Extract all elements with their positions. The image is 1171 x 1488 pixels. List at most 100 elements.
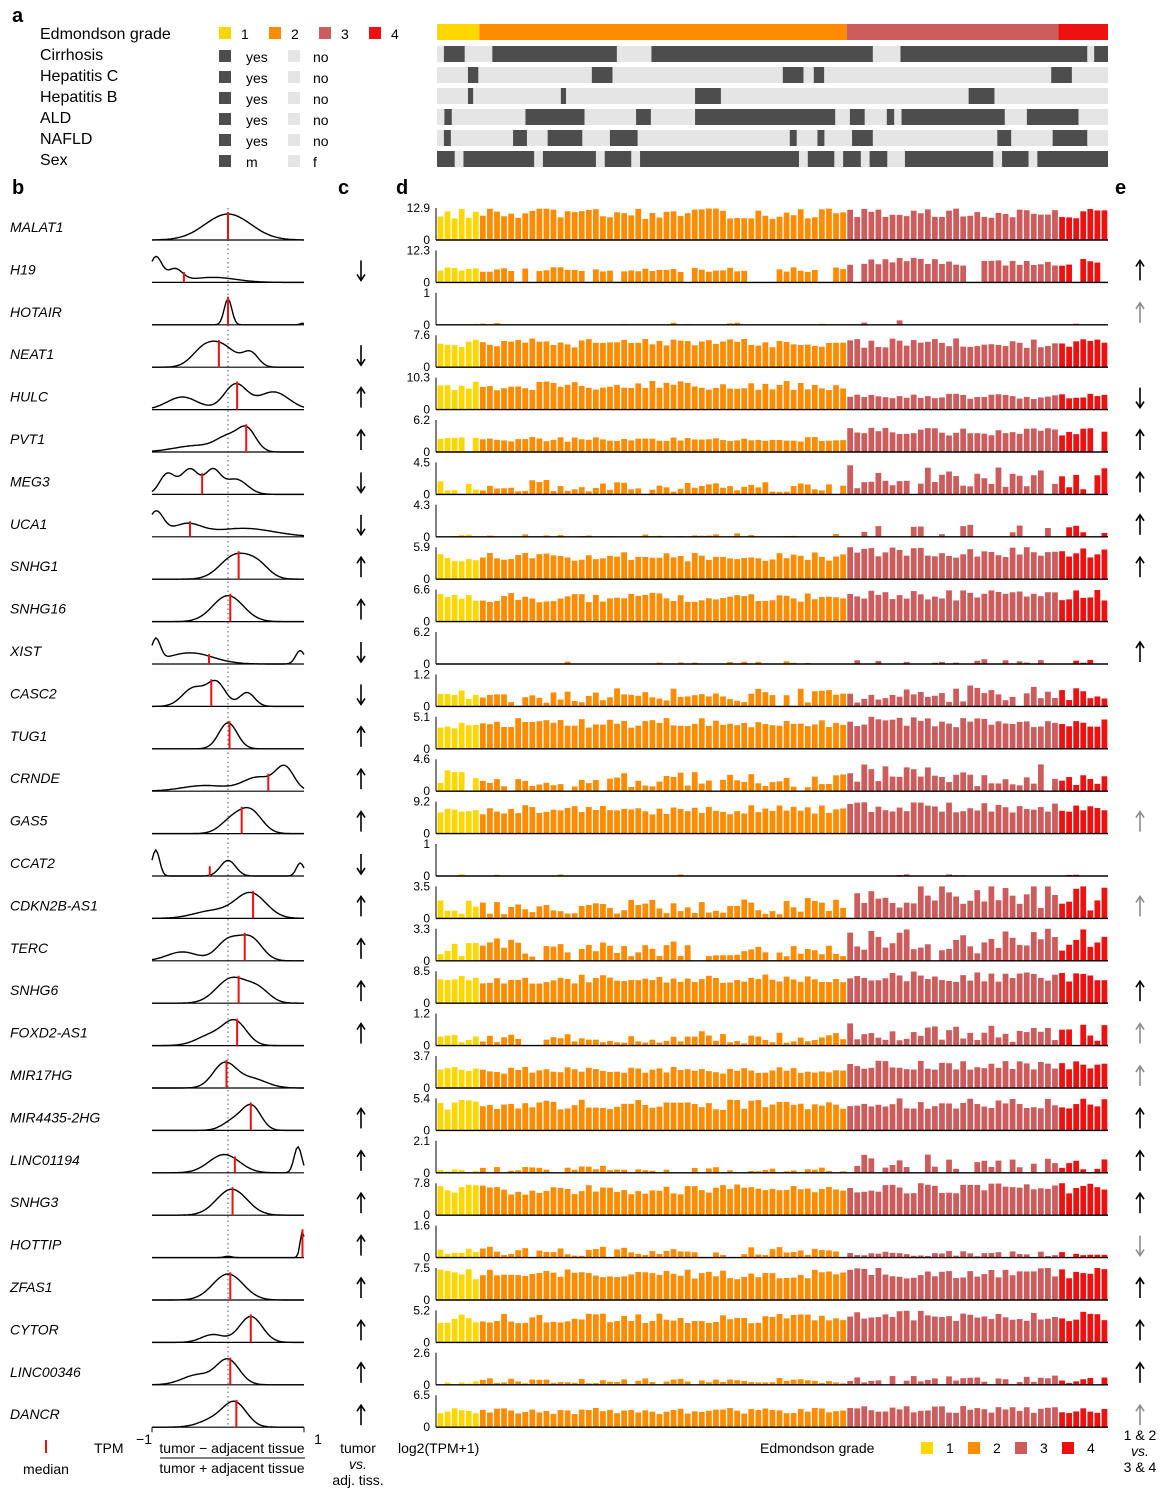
expression-bar <box>783 212 790 240</box>
expression-bar <box>557 1382 564 1385</box>
expression-bar <box>903 902 910 919</box>
grade-key-label: 1 <box>241 26 249 42</box>
expression-bar <box>1094 807 1101 834</box>
expression-bar <box>953 774 959 792</box>
expression-bar <box>536 906 543 919</box>
expression-bar <box>656 956 663 961</box>
expression-bar <box>663 1102 670 1131</box>
expression-bar <box>437 270 444 283</box>
expression-bar <box>1094 1040 1101 1046</box>
expression-bar <box>677 1070 684 1088</box>
expression-bar <box>882 397 889 410</box>
expression-bar <box>1045 1188 1051 1216</box>
expression-bar <box>1059 551 1065 580</box>
expression-bar <box>649 1170 656 1173</box>
expression-bar <box>592 1069 599 1088</box>
expression-bar <box>649 592 656 622</box>
expression-bar <box>600 271 606 283</box>
expression-bar <box>1030 265 1037 283</box>
expression-bar <box>1087 1313 1094 1343</box>
expression-bar <box>550 809 557 834</box>
expression-bar <box>557 784 564 792</box>
expression-bar <box>635 952 642 961</box>
expression-bar <box>854 1066 861 1088</box>
expression-bar <box>621 213 628 240</box>
expression-bar <box>1087 726 1094 749</box>
annotation-yes-segment <box>547 130 583 146</box>
expression-bar <box>783 1189 790 1216</box>
expression-bar <box>790 1068 797 1088</box>
expression-bar <box>578 974 585 1004</box>
expression-bar <box>932 1026 938 1046</box>
density-curve-mir4435-2hg <box>152 1103 304 1132</box>
expression-bar <box>585 1067 592 1088</box>
expression-bar <box>953 688 959 707</box>
expression-bar <box>543 1379 550 1385</box>
expression-bar <box>953 264 959 283</box>
expression-bar <box>868 1274 875 1300</box>
expression-bar <box>1002 723 1009 749</box>
e-label-line3: 3 & 4 <box>1124 1459 1157 1475</box>
expression-bar <box>833 1070 839 1088</box>
expression-bar <box>797 209 804 240</box>
expression-bar <box>953 1320 959 1343</box>
expression-bar <box>670 978 677 1004</box>
expression-bar <box>960 718 967 749</box>
expression-bar <box>600 558 606 580</box>
expression-bar <box>479 439 486 452</box>
expression-bar <box>790 806 797 834</box>
expression-bar <box>444 558 451 580</box>
expression-bar <box>783 1413 790 1428</box>
expression-bar <box>1052 937 1058 961</box>
c-arrow-hulc <box>356 386 366 408</box>
expression-bar <box>571 347 578 368</box>
expression-bar <box>741 981 748 1004</box>
expression-bar <box>487 438 493 452</box>
expression-bar <box>1059 1063 1065 1088</box>
expression-bar <box>628 786 635 792</box>
expression-bar <box>974 660 981 664</box>
expression-bar <box>1023 777 1030 792</box>
expression-bar <box>706 1271 712 1300</box>
expression-bar <box>1080 428 1087 452</box>
expression-bar <box>1016 591 1023 622</box>
density-curve-linc01194 <box>152 1145 305 1174</box>
expression-bar <box>564 1254 571 1258</box>
expression-bar <box>833 1318 839 1343</box>
expression-bar <box>762 692 769 707</box>
expression-bar <box>1101 1025 1108 1046</box>
expression-bar <box>762 808 769 834</box>
expression-bar <box>1080 722 1087 749</box>
expression-bar <box>741 899 748 919</box>
expression-bar <box>543 601 550 622</box>
expression-bar <box>621 946 628 961</box>
annotation-yes-segment <box>904 151 994 167</box>
expression-bar <box>713 1040 719 1046</box>
expression-bar <box>924 396 931 410</box>
expression-bar <box>903 1193 910 1216</box>
expression-bar <box>1052 1375 1058 1385</box>
expression-bar <box>875 264 882 283</box>
expression-bar <box>811 979 818 1004</box>
expression-bar <box>628 1252 635 1258</box>
expression-bar <box>727 1068 733 1088</box>
expression-bar <box>1009 723 1016 749</box>
expression-bar <box>642 1104 649 1131</box>
expression-bar <box>847 978 854 1004</box>
expression-bar <box>988 1412 995 1428</box>
ymax-label-zfas1: 7.5 <box>413 1261 430 1275</box>
expression-bar <box>564 1167 571 1173</box>
expression-bar <box>776 439 783 452</box>
annotation-yes-segment <box>968 88 995 104</box>
expression-bar <box>755 558 762 580</box>
expression-bar <box>614 212 620 240</box>
density-curve-snhg3 <box>152 1188 304 1216</box>
expression-bar <box>607 977 613 1004</box>
expression-bar <box>889 338 896 368</box>
expression-bar <box>592 487 599 495</box>
expression-bar <box>684 907 691 919</box>
expression-bar <box>614 482 620 495</box>
expression-bar <box>592 389 599 410</box>
ymax-label-h19: 12.3 <box>407 243 431 257</box>
expression-bar <box>458 1314 465 1343</box>
